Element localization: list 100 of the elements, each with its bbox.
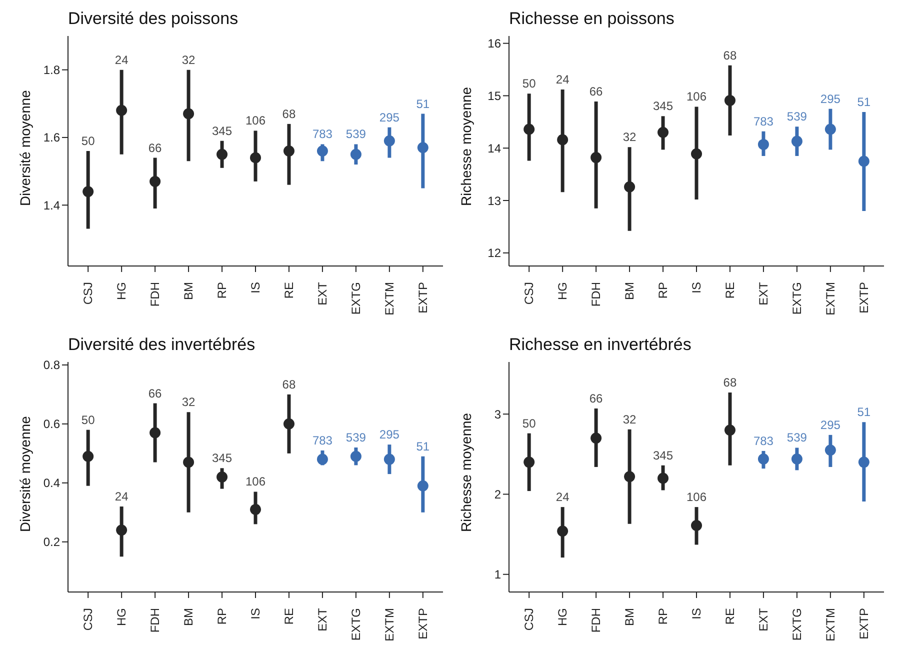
annotation: 32 bbox=[622, 130, 637, 144]
annotation: 50 bbox=[81, 412, 96, 427]
x-tick-label: BM bbox=[182, 282, 196, 300]
point bbox=[791, 453, 802, 464]
point bbox=[590, 432, 602, 444]
point bbox=[724, 94, 736, 106]
x-tick-label: EXT bbox=[756, 281, 770, 306]
y-tick-label: 0.2 bbox=[43, 535, 60, 550]
annotation: 106 bbox=[245, 474, 266, 489]
annotation: 68 bbox=[282, 377, 296, 392]
point bbox=[316, 146, 328, 156]
annotation: 32 bbox=[622, 412, 637, 426]
y-tick-label: 15 bbox=[488, 88, 502, 103]
point bbox=[624, 471, 636, 482]
point bbox=[350, 148, 362, 160]
point bbox=[524, 124, 535, 135]
point bbox=[150, 176, 161, 187]
x-tick-label: BM bbox=[622, 608, 637, 626]
x-tick-label: CSJ bbox=[81, 282, 96, 305]
x-tick-label: EXTP bbox=[856, 608, 871, 640]
y-tick-label: 0.8 bbox=[43, 358, 60, 372]
point bbox=[658, 472, 669, 484]
x-tick-label: FDH bbox=[148, 608, 162, 633]
x-tick-label: EXTM bbox=[823, 608, 838, 642]
y-axis-title: Richesse moyenne bbox=[458, 86, 474, 206]
y-tick-label: 1.4 bbox=[43, 198, 60, 212]
y-tick-label: 13 bbox=[488, 194, 502, 208]
point bbox=[691, 148, 702, 160]
x-tick-label: EXTM bbox=[382, 282, 396, 316]
x-tick-label: EXTP bbox=[416, 608, 430, 640]
point bbox=[824, 444, 836, 456]
point bbox=[858, 456, 870, 468]
y-axis-title: Diversité moyenne bbox=[16, 90, 33, 206]
chart-title: Richesse en poissons bbox=[508, 8, 676, 30]
point bbox=[82, 450, 94, 462]
annotation: 51 bbox=[416, 96, 430, 111]
x-tick-label: CSJ bbox=[81, 608, 96, 631]
point bbox=[758, 138, 769, 150]
x-tick-label: EXTG bbox=[790, 608, 804, 641]
x-tick-label: EXTG bbox=[348, 282, 363, 315]
chart-title: Diversité des invertébrés bbox=[67, 334, 256, 356]
y-tick-label: 1 bbox=[494, 568, 502, 582]
point bbox=[316, 454, 328, 465]
annotation: 783 bbox=[312, 433, 333, 448]
point bbox=[216, 148, 228, 160]
annotation: 66 bbox=[148, 386, 162, 400]
x-tick-label: RP bbox=[215, 608, 230, 625]
x-tick-label: EXTP bbox=[416, 282, 430, 314]
x-tick-label: EXTM bbox=[382, 608, 396, 642]
annotation: 66 bbox=[148, 140, 162, 155]
point bbox=[758, 453, 769, 464]
x-tick-label: RE bbox=[722, 608, 737, 625]
annotation: 50 bbox=[81, 134, 96, 148]
annotation: 783 bbox=[753, 434, 774, 448]
annotation: 539 bbox=[786, 110, 808, 124]
x-tick-label: IS bbox=[690, 608, 704, 620]
point bbox=[858, 156, 870, 167]
point bbox=[590, 152, 602, 164]
x-tick-label: EXTP bbox=[856, 282, 871, 314]
y-tick-label: 2 bbox=[494, 487, 502, 502]
annotation: 51 bbox=[857, 94, 871, 109]
point bbox=[824, 124, 836, 135]
y-tick-label: 1.6 bbox=[43, 130, 60, 145]
annotation: 24 bbox=[556, 490, 570, 504]
annotation: 24 bbox=[556, 72, 570, 86]
x-tick-label: RP bbox=[215, 282, 230, 299]
y-tick-label: 1.8 bbox=[43, 63, 60, 78]
point bbox=[183, 456, 194, 468]
point bbox=[557, 134, 568, 146]
point bbox=[283, 418, 294, 430]
annotation: 68 bbox=[282, 106, 296, 121]
annotation: 32 bbox=[182, 395, 196, 410]
annotation: 345 bbox=[212, 451, 232, 466]
x-tick-label: FDH bbox=[589, 608, 604, 633]
annotation: 345 bbox=[653, 448, 674, 462]
annotation: 345 bbox=[653, 99, 674, 114]
x-tick-label: BM bbox=[622, 282, 637, 300]
x-tick-label: HG bbox=[556, 608, 570, 626]
point bbox=[417, 142, 428, 154]
annotation: 106 bbox=[686, 90, 707, 104]
y-tick-label: 12 bbox=[488, 246, 502, 260]
x-tick-label: IS bbox=[248, 608, 262, 620]
x-tick-label: CSJ bbox=[522, 608, 536, 631]
point bbox=[691, 520, 702, 531]
annotation: 51 bbox=[857, 405, 871, 420]
point bbox=[116, 524, 128, 536]
annotation: 68 bbox=[723, 375, 737, 390]
x-tick-label: RE bbox=[282, 282, 296, 299]
chart-title: Richesse en invertébrés bbox=[508, 334, 692, 356]
annotation: 50 bbox=[522, 416, 536, 430]
annotation: 24 bbox=[114, 489, 129, 504]
point bbox=[724, 424, 736, 436]
y-axis-title: Diversité moyenne bbox=[16, 416, 33, 532]
point bbox=[557, 526, 568, 537]
x-tick-label: HG bbox=[114, 282, 129, 300]
point bbox=[624, 181, 636, 192]
x-tick-label: RP bbox=[656, 282, 670, 299]
x-tick-label: CSJ bbox=[522, 282, 536, 305]
x-tick-label: FDH bbox=[148, 282, 162, 307]
point bbox=[658, 126, 669, 138]
